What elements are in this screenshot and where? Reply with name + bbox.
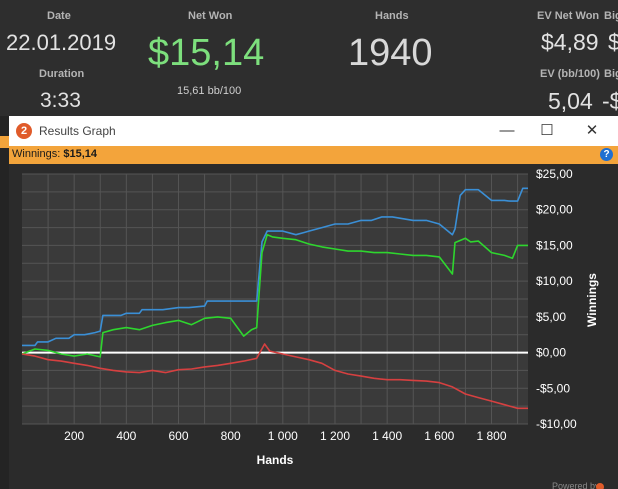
y-axis-label: Winnings	[585, 273, 599, 327]
powered-by-logo-icon	[596, 483, 604, 489]
y-axis-ticks: $25,00 $20,00 $15,00 $10,00 $5,00 $0,00 -$5,00…	[536, 167, 577, 431]
y-tick-label: $5,00	[536, 310, 566, 324]
help-icon[interactable]: ?	[600, 148, 613, 161]
powered-by-text: Powered by	[552, 481, 600, 489]
title-bar[interactable]: 2 Results Graph — ☐ ✕	[9, 116, 618, 146]
x-tick-label: 1 800	[476, 429, 506, 443]
y-tick-label: $25,00	[536, 167, 573, 181]
ev-bb100-value: 5,04	[548, 88, 593, 114]
grid	[22, 173, 528, 425]
ev-bb100-label: EV (bb/100)	[540, 68, 600, 80]
x-tick-label: 1 600	[424, 429, 454, 443]
y-tick-label: $0,00	[536, 346, 566, 360]
x-tick-label: 1 400	[372, 429, 402, 443]
y-tick-label: $20,00	[536, 203, 573, 217]
big-label-cut-2: Big	[604, 68, 618, 80]
y-tick-label: $10,00	[536, 274, 573, 288]
date-value: 22.01.2019	[6, 30, 117, 55]
window-title: Results Graph	[39, 124, 116, 138]
duration-value: 3:33	[40, 89, 81, 112]
maximize-icon: ☐	[540, 122, 554, 139]
hands-label: Hands	[375, 10, 409, 22]
x-tick-label: 1 000	[268, 429, 298, 443]
stats-header: Date 22.01.2019 Duration 3:33 Net Won $1…	[0, 0, 618, 116]
ev-net-won-value: $4,89	[541, 29, 599, 55]
date-label: Date	[47, 10, 71, 22]
winnings-value: $15,14	[63, 148, 98, 160]
background-window-edge	[0, 116, 9, 489]
x-tick-label: 400	[116, 429, 136, 443]
background-tab-marker	[0, 136, 9, 148]
app-logo-icon: 2	[16, 123, 32, 139]
hands-value: 1940	[348, 32, 433, 74]
x-tick-label: 200	[64, 429, 84, 443]
maximize-button[interactable]: ☐	[527, 120, 567, 142]
x-axis-label: Hands	[257, 453, 294, 467]
close-icon: ✕	[585, 122, 599, 139]
red-series-line	[21, 343, 528, 410]
y-tick-label: -$5,00	[536, 381, 570, 395]
x-axis-ticks: 200 400 600 800 1 000 1 200 1 400 1 600 1 800	[64, 429, 507, 443]
net-won-bb100: 15,61 bb/100	[177, 85, 242, 97]
series-lines	[21, 187, 528, 410]
y-tick-label: -$10,00	[536, 417, 577, 431]
x-tick-label: 1 200	[320, 429, 350, 443]
minimize-icon: —	[499, 122, 515, 139]
minimize-button[interactable]: —	[487, 120, 527, 142]
net-won-value: $15,14	[148, 32, 265, 74]
x-tick-label: 800	[221, 429, 241, 443]
x-tick-label: 600	[168, 429, 188, 443]
close-button[interactable]: ✕	[572, 120, 612, 142]
duration-label: Duration	[39, 68, 85, 80]
net-won-label: Net Won	[188, 10, 233, 22]
winnings-bar: Winnings: $15,14 ?	[9, 146, 618, 164]
y-tick-label: $15,00	[536, 238, 573, 252]
winnings-label: Winnings:	[12, 148, 61, 160]
blue-series-line	[22, 187, 528, 347]
ev-net-won-label: EV Net Won	[537, 10, 600, 22]
big-value-cut: $	[608, 29, 618, 55]
big-label-cut: Big	[604, 10, 618, 22]
big-value-cut-2: -$	[602, 88, 618, 114]
green-series-line	[21, 233, 528, 358]
